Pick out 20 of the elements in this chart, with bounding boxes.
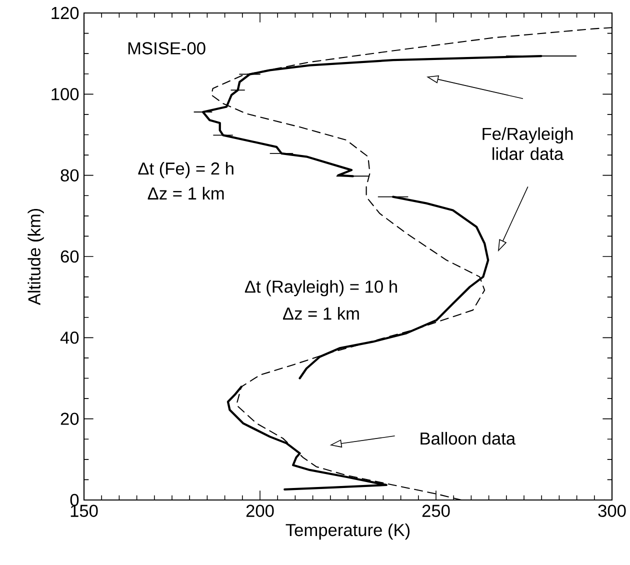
y-tick-label: 60 xyxy=(60,250,79,263)
annotation: Δz = 1 km xyxy=(148,186,224,200)
y-tick-label: 100 xyxy=(52,88,79,100)
annotation: Δt (Fe) = 2 h xyxy=(138,162,234,178)
annotation: MSISE-00 xyxy=(128,42,206,54)
x-tick-label: 300 xyxy=(598,504,626,517)
y-tick-label: 120 xyxy=(52,6,79,20)
annotation: Δt (Rayleigh) = 10 h xyxy=(244,280,397,296)
x-tick-label: 250 xyxy=(422,504,450,517)
x-tick-label: 150 xyxy=(70,504,98,517)
y-tick-label: 0 xyxy=(70,494,79,506)
y-tick-label: 80 xyxy=(60,169,79,182)
y-tick-label: 40 xyxy=(60,332,79,344)
y-axis-title: Altitude (km) xyxy=(28,208,44,306)
y-tick-label: 20 xyxy=(60,412,79,425)
annotation: Fe/Rayleigh lidar data xyxy=(482,127,573,160)
annotation: Balloon data xyxy=(420,432,516,445)
annotation: Δz = 1 km xyxy=(282,307,359,320)
x-tick-label: 200 xyxy=(246,504,274,517)
x-axis-title: Temperature (K) xyxy=(286,523,410,540)
